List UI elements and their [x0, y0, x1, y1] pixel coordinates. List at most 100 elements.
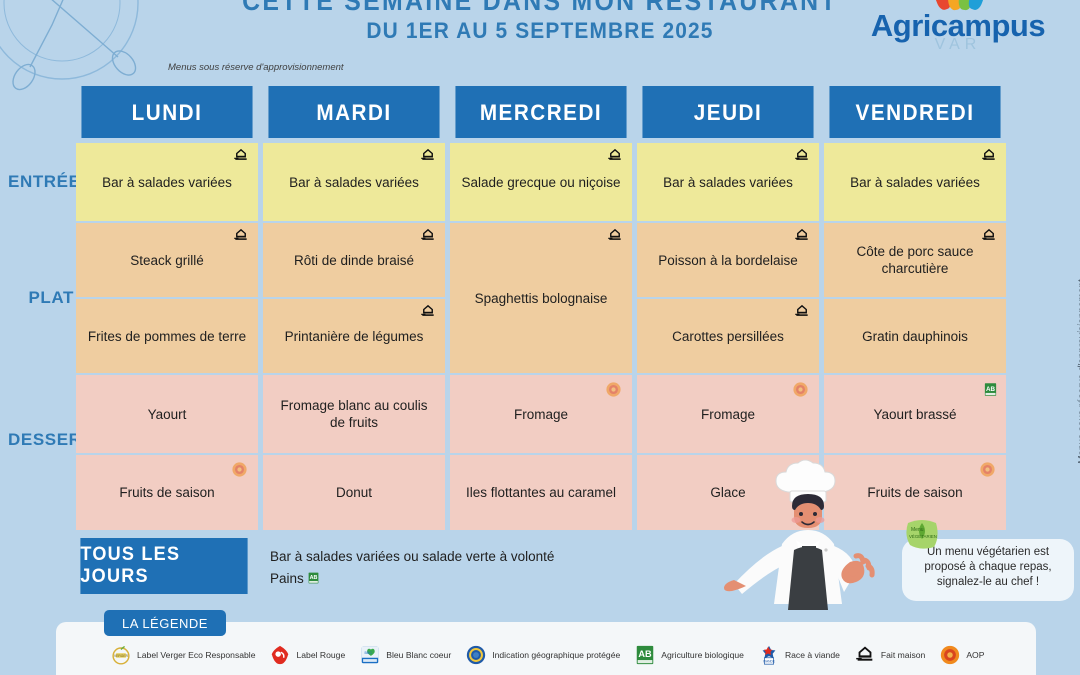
section-label-entree: Entrée: [8, 172, 81, 191]
agricampus-logo: Agricampus VAR: [858, 0, 1058, 53]
menu-item-text: Spaghettis bolognaise: [474, 290, 608, 306]
logo-name: Agricampus: [870, 8, 1046, 43]
indication-geographique-protegee-icon: [467, 645, 486, 665]
legend-item: Label Rouge: [269, 644, 345, 666]
svg-text:Menu: Menu: [911, 527, 924, 533]
vegetarian-note-text: Un menu végétarien est proposé à chaque …: [924, 546, 1052, 588]
menu-item-text: Bar à salades variées: [102, 174, 232, 190]
menu-item-text: Gratin dauphinois: [862, 328, 968, 344]
fait-maison-icon: [982, 228, 995, 240]
legend-item-label: Bleu Blanc coeur: [386, 650, 452, 660]
menu-item-text: Salade grecque ou niçoise: [461, 174, 621, 190]
menu-item-text: Fruits de saison: [119, 485, 215, 500]
row-plat-2: Frites de pommes de terre Printanière de …: [76, 299, 1006, 373]
menu-cell-plat2-jeudi: Carottes persillées: [637, 299, 819, 373]
menu-item-text: Fruits de saison: [867, 485, 963, 500]
aop-icon: [793, 382, 808, 397]
aop-icon: [606, 382, 621, 397]
fait-maison-icon: [234, 148, 247, 160]
legend-item-label: Agriculture biologique: [661, 650, 744, 660]
menu-cell-dessert1-lundi: Yaourt: [76, 375, 258, 453]
menu-item-text: Rôti de dinde braisé: [293, 252, 415, 268]
fait-maison-icon: [234, 228, 247, 240]
day-header-mercredi[interactable]: Mercredi: [455, 86, 627, 138]
menu-cell-dessert1-mardi: Fromage blanc au coulis de fruits: [263, 375, 445, 453]
vegetarian-note: Menu VÉGÉTARIEN Un menu végétarien est p…: [902, 520, 1074, 601]
legend-item-label: Label Rouge: [296, 650, 346, 660]
svg-text:AB: AB: [639, 649, 653, 659]
everyday-line-2: Pains AB: [270, 568, 554, 590]
menu-grid: Lundi Mardi Mercredi Jeudi Vendredi Bar à sa…: [76, 86, 1006, 530]
legend-item-label: AOP: [966, 650, 985, 660]
day-header-mardi[interactable]: Mardi: [268, 86, 440, 138]
agriculture-biologique-icon: AB: [984, 383, 997, 396]
page-title: Cette semaine dans mon restaurant Du 1er…: [0, 0, 1080, 44]
menu-item-text: Iles flottantes au caramel: [465, 485, 617, 500]
legend-item: BBC Bleu Blanc coeur: [359, 644, 451, 666]
legend-item: VERGER Label Verger Eco Responsable: [110, 644, 255, 666]
section-label-dessert: Dessert: [8, 430, 93, 449]
aop-icon: [232, 462, 247, 477]
fait-maison-icon: [856, 646, 873, 661]
aop-icon: [980, 462, 995, 477]
menu-cell-plat1-lundi: Steack grillé: [76, 223, 258, 297]
svg-text:VIANDE: VIANDE: [763, 659, 776, 663]
fait-maison-icon: [795, 228, 808, 240]
label-verger-eco-responsable-icon: VERGER: [112, 646, 130, 665]
everyday-text: Bar à salades variées ou salade verte à …: [252, 538, 554, 594]
menu-cell-entree-mercredi: Salade grecque ou niçoise: [450, 143, 632, 221]
menu-item-text: Frites de pommes de terre: [87, 328, 247, 344]
menu-cell-plat2-mardi: Printanière de légumes: [263, 299, 445, 373]
menu-cell-plat1-vendredi: Côte de porc sauce charcutière: [824, 223, 1006, 297]
menu-cell-entree-jeudi: Bar à salades variées: [637, 143, 819, 221]
menu-item-text: Printanière de légumes: [284, 328, 424, 344]
title-main: Cette semaine dans mon restaurant: [242, 0, 838, 16]
chef-illustration: [724, 459, 875, 610]
menu-vegetarien-icon: Menu VÉGÉTARIEN: [906, 520, 938, 549]
menu-item-text: Fromage blanc au coulis de fruits: [280, 398, 428, 430]
section-label-plat: Plat: [28, 288, 74, 307]
menu-cell-entree-mardi: Bar à salades variées: [263, 143, 445, 221]
everyday-line-1: Bar à salades variées ou salade verte à …: [270, 549, 555, 564]
race-a-viande-icon: VIANDE: [762, 645, 776, 665]
menu-item-text: Yaourt brassé: [873, 406, 957, 422]
menu-cell-plat2-lundi: Frites de pommes de terre: [76, 299, 258, 373]
legend-item: Indication géographique protégée: [465, 644, 620, 666]
fait-maison-icon: [421, 228, 434, 240]
row-dessert-2: Fruits de saison Donut Iles flottantes au …: [76, 455, 1006, 530]
fait-maison-icon: [421, 304, 434, 316]
menu-item-text: Fromage: [700, 406, 756, 422]
menu-cell-entree-lundi: Bar à salades variées: [76, 143, 258, 221]
menu-cell-dessert2-mardi: Donut: [263, 455, 445, 530]
menu-item-text: Poisson à la bordelaise: [658, 252, 798, 268]
aop-icon: [941, 645, 960, 665]
logo-subtitle: VAR: [934, 36, 982, 53]
legend-item-label: Indication géographique protégée: [492, 650, 621, 660]
menu-item-text: Côte de porc sauce charcutière: [856, 244, 974, 276]
menu-cell-dessert1-vendredi: Yaourt brassé AB: [824, 375, 1006, 453]
menu-item-text: Glace: [710, 485, 746, 500]
legend-item: VIANDE Race à viande: [758, 644, 840, 666]
menu-item-text: Yaourt: [147, 406, 187, 422]
menu-cell-plat1-jeudi: Poisson à la bordelaise: [637, 223, 819, 297]
svg-text:AB: AB: [309, 575, 317, 581]
svg-text:VÉGÉTARIEN: VÉGÉTARIEN: [909, 534, 937, 539]
day-header-lundi[interactable]: Lundi: [81, 86, 253, 138]
menu-cell-entree-vendredi: Bar à salades variées: [824, 143, 1006, 221]
fait-maison-icon: [982, 148, 995, 160]
legend-item: AOP: [939, 644, 984, 666]
everyday-tag: Tous les jours: [80, 538, 248, 594]
label-rouge-icon: [272, 645, 289, 665]
reserve-note: Menus sous réserve d'approvisionnement: [168, 62, 344, 73]
day-header-jeudi[interactable]: Jeudi: [642, 86, 814, 138]
bleu-blanc-coeur-icon: BBC: [361, 646, 379, 664]
menu-cell-dessert2-mercredi: Iles flottantes au caramel: [450, 455, 632, 530]
day-header-vendredi[interactable]: Vendredi: [829, 86, 1001, 138]
legend-item-label: Fait maison: [880, 650, 926, 660]
svg-text:BBC: BBC: [365, 651, 373, 655]
row-dessert-1: Yaourt Fromage blanc au coulis de fruits F…: [76, 375, 1006, 453]
menu-cell-plat1-mercredi: Spaghettis bolognaise: [450, 223, 632, 373]
menu-cell-dessert2-vendredi: Fruits de saison: [824, 455, 1006, 530]
svg-text:AB: AB: [986, 386, 996, 393]
legend-item: AB Agriculture biologique: [634, 644, 744, 666]
